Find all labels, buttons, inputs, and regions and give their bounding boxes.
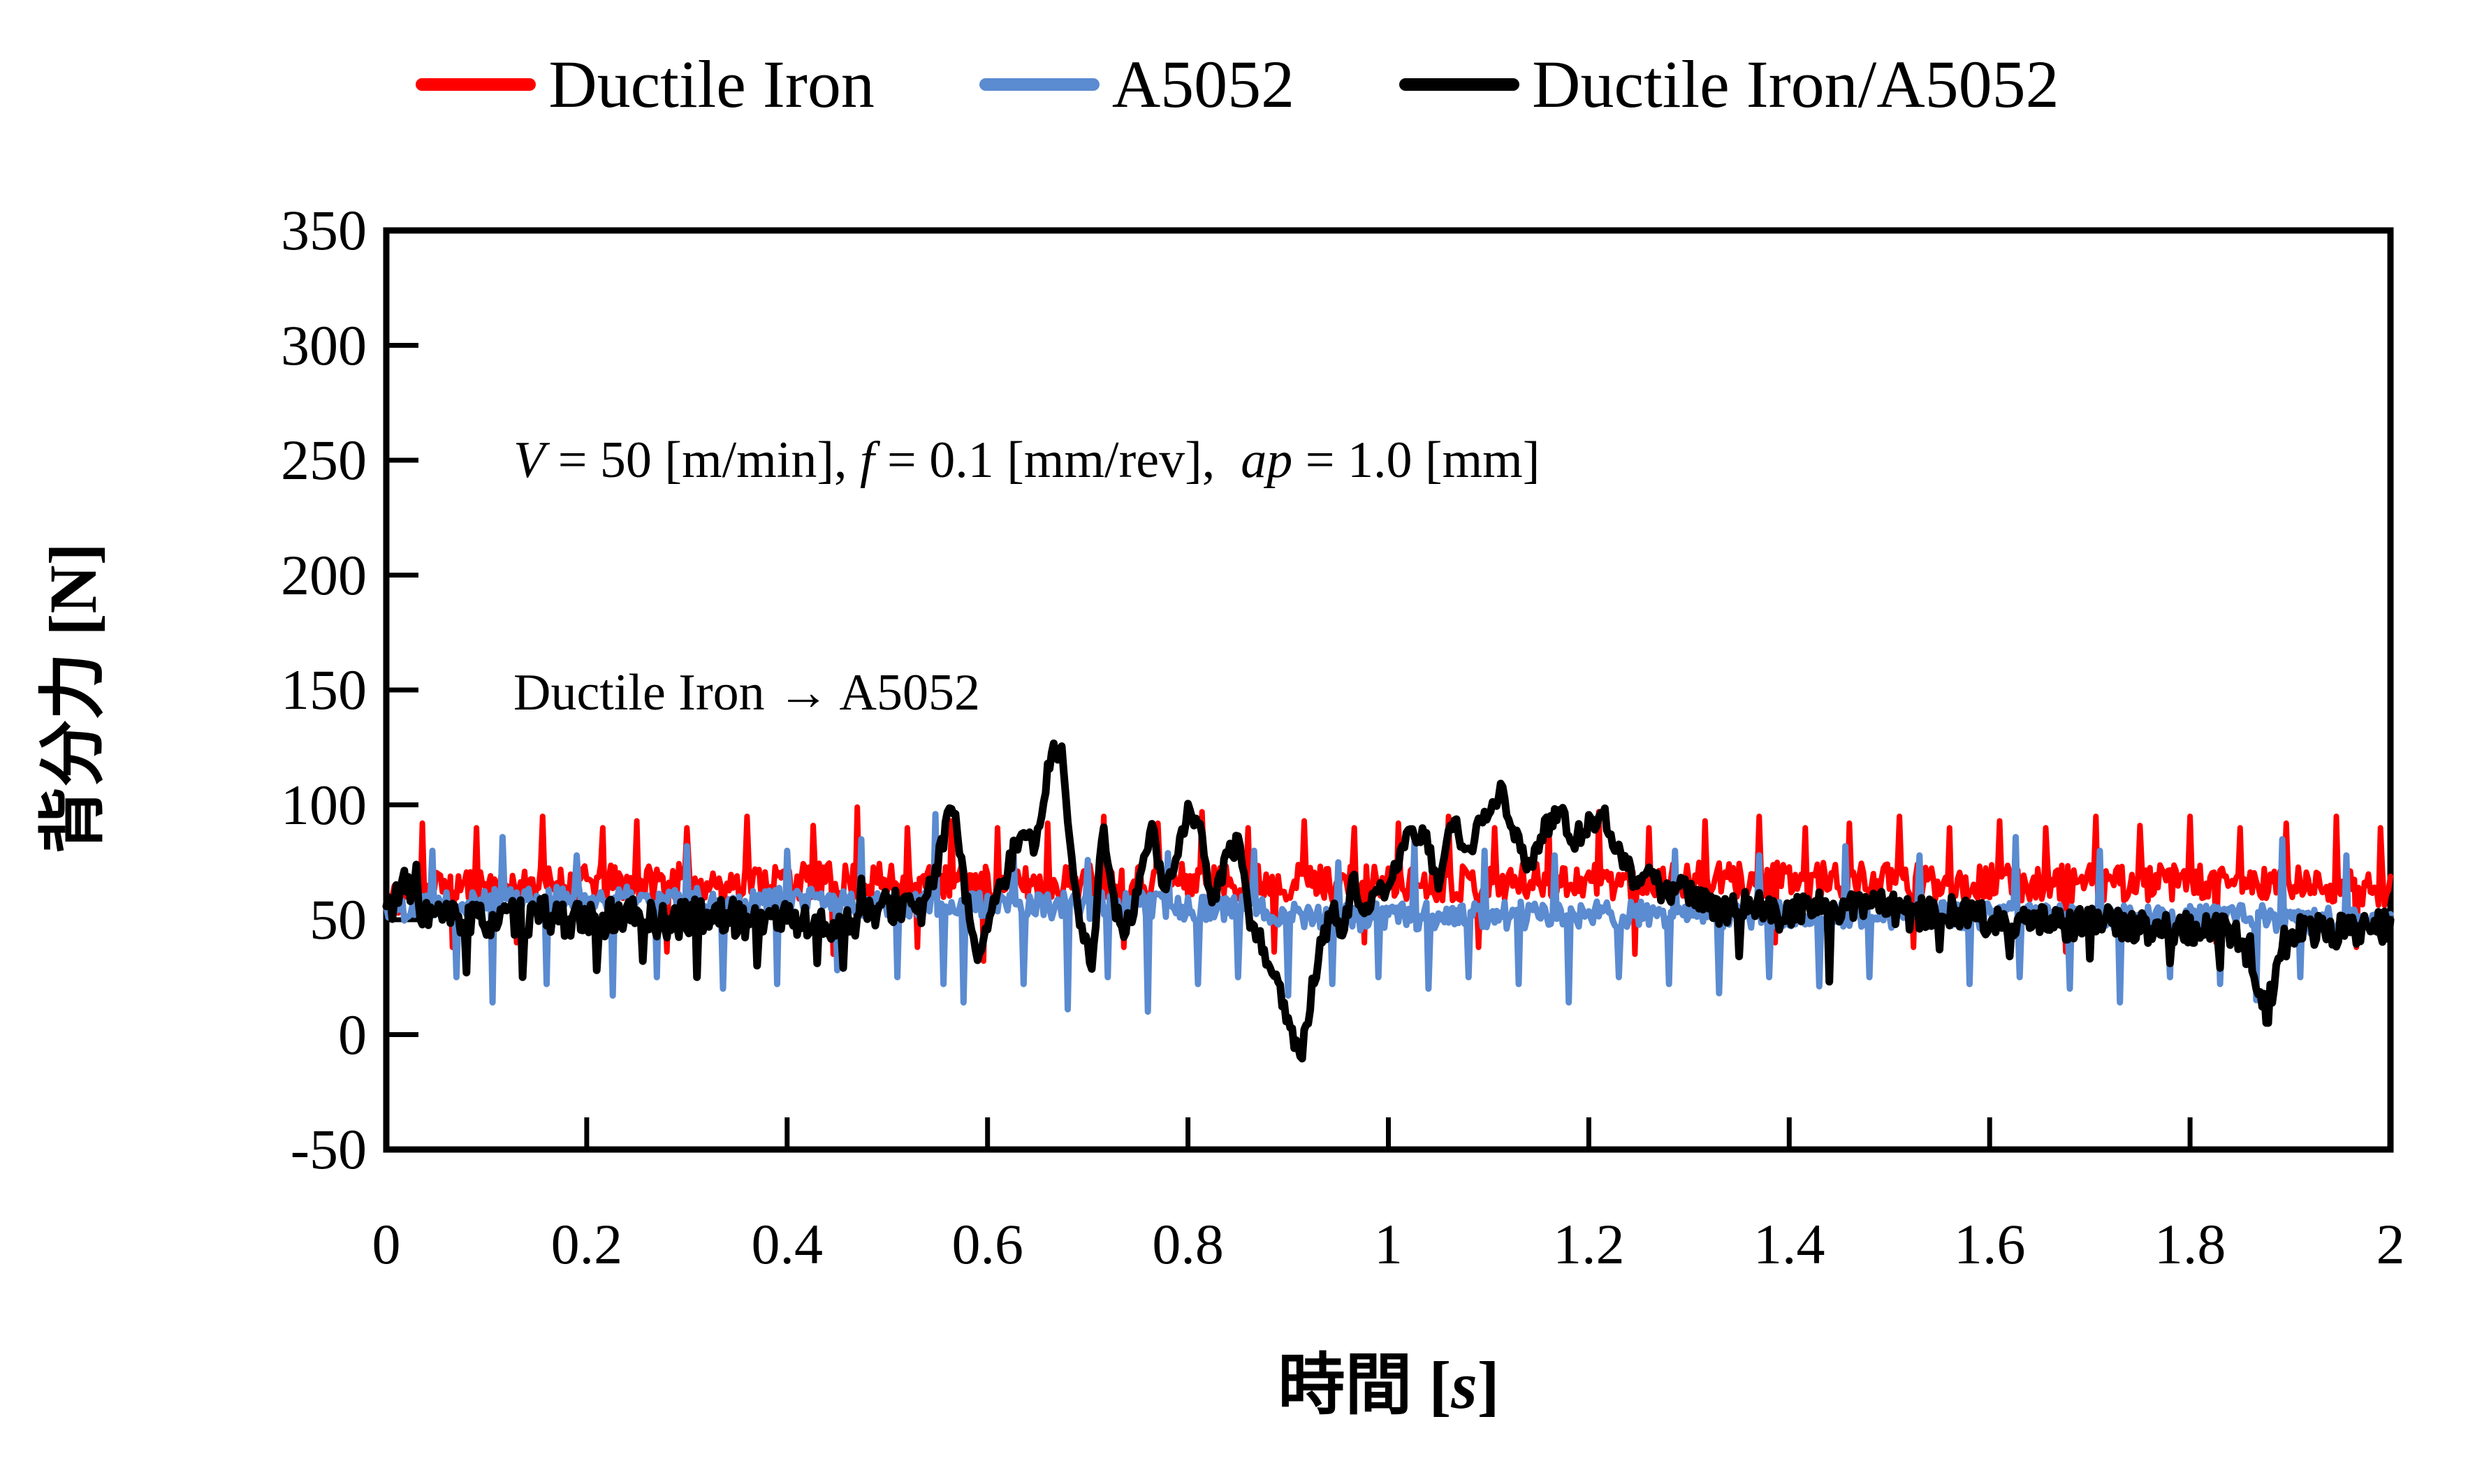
y-tick-label-50: 50 [309,888,367,951]
x-axis-title: 時間 [s] [1278,1348,1500,1423]
x-tick-label-1.6: 1.6 [1953,1212,2026,1276]
x-tick-label-0.2: 0.2 [550,1212,623,1276]
legend-line-icon-a5052 [979,78,1100,91]
x-tick-label-1.2: 1.2 [1553,1212,1625,1276]
x-tick-label-0.4: 0.4 [751,1212,824,1276]
series-line-ductile-iron [384,804,2393,964]
y-tick-label-350: 350 [281,198,367,262]
legend-line-icon-ductile-iron-a5052 [1399,78,1520,91]
y-tick-label-100: 100 [281,772,367,837]
y-tick-label-200: 200 [281,543,367,607]
y-tick-label-150: 150 [281,658,367,721]
x-tick-label-1.8: 1.8 [2154,1212,2226,1276]
legend-item-a5052: A5052 [979,47,1294,122]
y-tick-label-250: 250 [281,428,367,492]
x-tick-label-0.6: 0.6 [951,1212,1023,1276]
legend-label-a5052: A5052 [1111,47,1295,122]
legend-line-icon-ductile-iron [416,78,536,91]
legend-label-ductile-iron: Ductile Iron [548,47,875,122]
y-tick-label-0: 0 [338,1002,367,1066]
series-line-ductile-iron-a5052 [382,739,2395,1063]
legend-item-ductile-iron-a5052: Ductile Iron/A5052 [1399,47,2059,122]
annotation-line2: Ductile Iron → A5052 [513,664,980,721]
y-tick-label--50: -50 [290,1117,367,1181]
x-tick-label-0: 0 [372,1212,401,1276]
legend: Ductile Iron A5052 Ductile Iron/A5052 [0,47,2475,122]
cutting-conditions-annotation: V = 50 [m/min], f = 0.1 [mm/rev], ap = 1… [513,267,1540,887]
legend-item-ductile-iron: Ductile Iron [416,47,875,122]
x-tick-label-1.4: 1.4 [1753,1212,1825,1276]
legend-label-ductile-iron-a5052: Ductile Iron/A5052 [1532,47,2059,122]
x-tick-label-0.8: 0.8 [1152,1212,1224,1276]
y-axis-title: 背分力 [N] [36,543,110,854]
x-tick-label-1: 1 [1374,1212,1403,1276]
x-tick-label-2: 2 [2376,1212,2405,1276]
annotation-line1: V = 50 [m/min], f = 0.1 [mm/rev], ap = 1… [513,432,1540,489]
y-tick-label-300: 300 [281,313,367,377]
